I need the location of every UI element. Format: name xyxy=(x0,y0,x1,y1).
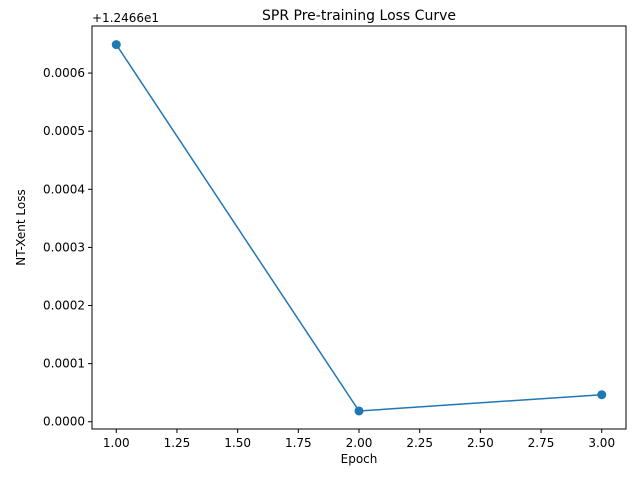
y-axis-label: NT-Xent Loss xyxy=(14,189,28,265)
x-tick-label: 2.00 xyxy=(346,436,373,450)
loss-data-point xyxy=(111,40,121,50)
y-tick-label: 0.0002 xyxy=(43,299,85,313)
plot-frame xyxy=(91,25,627,430)
x-tick-label: 1.00 xyxy=(103,436,130,450)
y-offset-label: +1.2466e1 xyxy=(92,11,159,25)
x-tick-label: 2.50 xyxy=(467,436,494,450)
x-tick-label: 1.25 xyxy=(164,436,191,450)
loss-data-point xyxy=(354,406,364,416)
y-tick-label: 0.0004 xyxy=(43,182,85,196)
y-tick-label: 0.0003 xyxy=(43,240,85,254)
x-tick-label: 1.75 xyxy=(285,436,312,450)
y-tick-label: 0.0005 xyxy=(43,124,85,138)
x-axis-label: Epoch xyxy=(341,452,378,466)
y-tick-label: 0.0001 xyxy=(43,357,85,371)
x-tick-label: 3.00 xyxy=(588,436,615,450)
x-tick-label: 2.25 xyxy=(406,436,433,450)
chart-title: SPR Pre-training Loss Curve xyxy=(262,8,456,24)
loss-series-line xyxy=(115,44,602,412)
y-tick-label: 0.0000 xyxy=(43,415,85,429)
x-tick-label: 1.50 xyxy=(224,436,251,450)
x-tick-label: 2.75 xyxy=(528,436,555,450)
y-tick-label: 0.0006 xyxy=(43,66,85,80)
loss-data-point xyxy=(597,390,607,400)
